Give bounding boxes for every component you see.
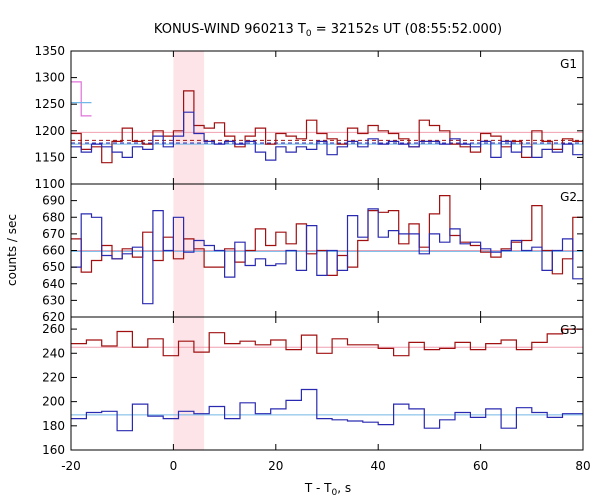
- g2-panel-label: G2: [560, 190, 577, 204]
- x-axis-label-subscript: 0: [332, 488, 338, 498]
- g1-series-pink: [71, 81, 92, 117]
- chart-title-text: KONUS-WIND 960213 T: [154, 22, 306, 37]
- chart-title-subscript: 0: [306, 29, 312, 39]
- g1-panel-label: G1: [560, 57, 577, 71]
- g1-series-dark-red: [71, 90, 583, 164]
- y-axis-label: counts / sec: [5, 214, 19, 286]
- g3-y-tick-label: 240: [42, 346, 65, 360]
- x-axis-label-rest: , s: [337, 481, 351, 495]
- x-tick-label: 40: [371, 459, 386, 473]
- g3-y-tick-label: 180: [42, 419, 65, 433]
- x-tick-label: 80: [575, 459, 590, 473]
- g3-panel-label: G3: [560, 323, 577, 337]
- g1-y-tick-label: 1250: [34, 97, 65, 111]
- g1-y-tick-label: 1350: [34, 44, 65, 58]
- g1-panel-frame: [70, 50, 584, 185]
- x-axis-label: T - T0, s: [304, 481, 351, 498]
- g1-y-tick-label: 1200: [34, 124, 65, 138]
- chart-title: KONUS-WIND 960213 T0 = 32152s UT (08:55:…: [154, 22, 502, 39]
- g2-y-tick-label: 630: [42, 293, 65, 307]
- labels-layer: 1100 1150 1200 1250 1300 1350 G1 620 630 640 650 66…: [34, 44, 590, 473]
- g1-y-tick-label: 1100: [34, 177, 65, 191]
- ticks-layer: [70, 50, 584, 451]
- x-tick-label: 60: [473, 459, 488, 473]
- x-tick-label: -20: [61, 459, 81, 473]
- g3-panel-frame: [70, 316, 584, 451]
- g3-series-dark-blue: [71, 388, 583, 432]
- g1-y-tick-label: 1300: [34, 71, 65, 85]
- g3-y-tick-label: 200: [42, 395, 65, 409]
- g2-y-tick-label: 660: [42, 244, 65, 258]
- g1-y-tick-label: 1150: [34, 150, 65, 164]
- x-axis-label-text: T - T: [304, 481, 332, 495]
- g2-y-tick-label: 620: [42, 310, 65, 324]
- g2-y-tick-label: 670: [42, 227, 65, 241]
- g2-y-tick-label: 690: [42, 194, 65, 208]
- g2-y-tick-label: 680: [42, 210, 65, 224]
- g3-y-tick-label: 260: [42, 322, 65, 336]
- chart-title-rest: = 32152s UT (08:55:52.000): [312, 22, 502, 37]
- g2-y-tick-label: 650: [42, 260, 65, 274]
- g3-y-tick-label: 160: [42, 443, 65, 457]
- x-tick-label: 20: [268, 459, 283, 473]
- g2-series-dark-blue: [71, 208, 583, 305]
- g3-y-tick-label: 220: [42, 370, 65, 384]
- g1-series-dark-blue: [71, 111, 583, 161]
- g3-series-dark-red: [71, 328, 583, 357]
- x-tick-label: 0: [170, 459, 178, 473]
- series-layer: [71, 81, 583, 432]
- g2-y-tick-label: 640: [42, 277, 65, 291]
